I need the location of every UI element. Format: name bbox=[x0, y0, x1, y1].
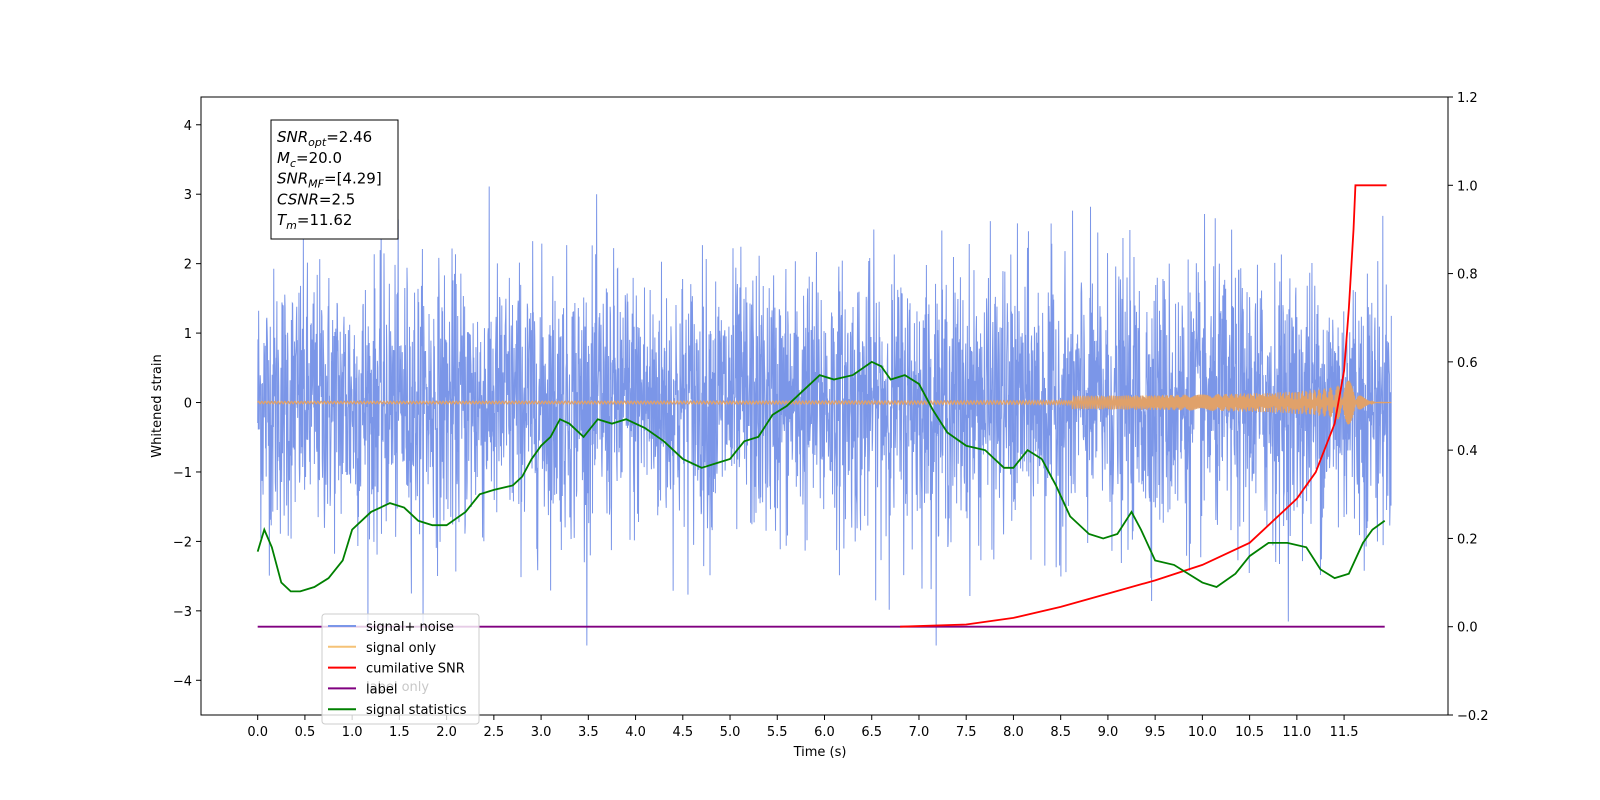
series-signal-plus-noise bbox=[257, 186, 1392, 646]
legend-hidden-label: label only bbox=[366, 680, 429, 695]
x-tick-label: 3.5 bbox=[578, 725, 599, 740]
legend-label: cumilative SNR bbox=[366, 662, 465, 677]
y-tick-label: 3 bbox=[184, 188, 192, 203]
annotation-line: SNRopt=2.46 bbox=[277, 128, 372, 149]
annotation-value: =11.62 bbox=[297, 211, 353, 229]
y2-tick-label: 1.0 bbox=[1457, 179, 1478, 194]
y2-tick-label: −0.2 bbox=[1457, 709, 1489, 724]
x-tick-label: 4.5 bbox=[672, 725, 693, 740]
y-axis-right: 1.2 1.0 0.8 0.6 0.4 0.2 0.0 −0.2 bbox=[1448, 91, 1489, 724]
legend-label: signal only bbox=[366, 641, 436, 656]
y-axis-label: Whitened strain bbox=[150, 354, 165, 457]
y2-tick-label: 0.8 bbox=[1457, 268, 1478, 283]
legend-frame bbox=[321, 613, 480, 725]
series-signal-statistics-line bbox=[256, 360, 1386, 593]
x-axis-label: Time (s) bbox=[793, 745, 847, 760]
x-tick-label: 9.5 bbox=[1145, 725, 1166, 740]
y-axis-left: 4 3 2 1 0 −1 −2 −3 −4 bbox=[173, 119, 201, 689]
y-tick-label: 1 bbox=[184, 327, 192, 342]
x-tick-label: 5.0 bbox=[720, 725, 741, 740]
annotation-line: SNRMF=[4.29] bbox=[277, 170, 382, 191]
x-axis: 0.0 0.5 1.0 1.5 2.0 2.5 3.0 3.5 4.0 4.5 5.0 5.5 6.0 6… bbox=[247, 715, 1359, 740]
x-tick-label: 1.5 bbox=[389, 725, 410, 740]
annotation-line: CSNR=2.5 bbox=[277, 190, 355, 208]
y2-tick-label: 0.0 bbox=[1457, 621, 1478, 636]
x-tick-label: 10.0 bbox=[1188, 725, 1217, 740]
y2-tick-label: 0.4 bbox=[1457, 444, 1478, 459]
annotation-line: Mc=20.0 bbox=[277, 149, 342, 170]
x-tick-label: 8.5 bbox=[1050, 725, 1071, 740]
annotation-subscript: MF bbox=[308, 178, 324, 191]
x-tick-label: 1.0 bbox=[342, 725, 363, 740]
annotation-subscript: opt bbox=[308, 136, 327, 149]
signal-plus-noise-line bbox=[257, 186, 1392, 646]
x-tick-label: 0.5 bbox=[295, 725, 316, 740]
x-tick-label: 2.0 bbox=[436, 725, 457, 740]
plot-area bbox=[256, 184, 1392, 646]
y-tick-label: −4 bbox=[173, 674, 192, 689]
annotation-frame bbox=[270, 119, 399, 240]
x-tick-label: 2.5 bbox=[484, 725, 505, 740]
y-tick-label: −2 bbox=[173, 535, 192, 550]
x-tick-label: 10.5 bbox=[1235, 725, 1264, 740]
x-tick-label: 4.0 bbox=[625, 725, 646, 740]
x-tick-label: 3.0 bbox=[531, 725, 552, 740]
legend-label: label bbox=[366, 682, 397, 697]
x-tick-label: 0.0 bbox=[247, 725, 268, 740]
x-tick-label: 6.5 bbox=[861, 725, 882, 740]
annotation-symbol: CSNR bbox=[277, 190, 319, 208]
annotation-value: =2.46 bbox=[326, 128, 372, 146]
y-tick-label: 0 bbox=[184, 397, 192, 412]
annotation-line: Tm=11.62 bbox=[277, 211, 352, 232]
x-tick-label: 7.5 bbox=[956, 725, 977, 740]
x-tick-label: 8.0 bbox=[1003, 725, 1024, 740]
y2-tick-label: 0.2 bbox=[1457, 532, 1478, 547]
legend: label only signal+ noise signal only cumila… bbox=[321, 613, 480, 725]
legend-label: signal+ noise bbox=[366, 620, 454, 635]
x-tick-label: 5.5 bbox=[767, 725, 788, 740]
annotation-value: =20.0 bbox=[296, 149, 342, 167]
y2-tick-label: 1.2 bbox=[1457, 91, 1478, 106]
annotation-symbol: SNR bbox=[277, 128, 308, 146]
annotation-subscript: m bbox=[286, 219, 297, 232]
x-tick-label: 7.0 bbox=[909, 725, 930, 740]
y-tick-label: −3 bbox=[173, 605, 192, 620]
y-tick-label: 4 bbox=[184, 119, 192, 134]
y-tick-label: −1 bbox=[173, 466, 192, 481]
annotation-value: =2.5 bbox=[319, 190, 355, 208]
annotation-symbol: M bbox=[277, 149, 290, 167]
series-signal-only bbox=[257, 380, 1392, 425]
annotation-value: =[4.29] bbox=[324, 170, 382, 188]
annotation-subscript: c bbox=[290, 157, 296, 170]
signal-only-line bbox=[257, 380, 1392, 425]
series-cumilative-snr-line bbox=[900, 184, 1387, 628]
annotation-symbol: T bbox=[277, 211, 288, 229]
y2-tick-label: 0.6 bbox=[1457, 356, 1478, 371]
stats-annotation: SNRopt=2.46Mc=20.0SNRMF=[4.29]CSNR=2.5Tm… bbox=[270, 119, 399, 240]
x-tick-label: 11.0 bbox=[1282, 725, 1311, 740]
x-tick-label: 6.0 bbox=[814, 725, 835, 740]
x-tick-label: 9.0 bbox=[1098, 725, 1119, 740]
x-tick-label: 11.5 bbox=[1330, 725, 1359, 740]
legend-label: signal statistics bbox=[366, 703, 467, 718]
y-tick-label: 2 bbox=[184, 258, 192, 273]
annotation-symbol: SNR bbox=[277, 170, 308, 188]
